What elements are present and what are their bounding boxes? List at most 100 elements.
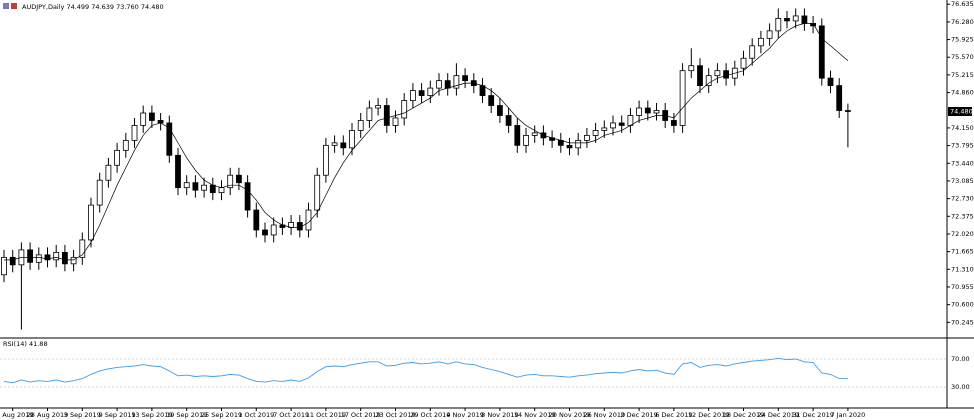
y-tick-label: 70.600 bbox=[951, 301, 974, 309]
candle-body bbox=[740, 57, 747, 69]
candle-body bbox=[227, 174, 234, 189]
y-tick-label: 75.215 bbox=[951, 71, 974, 79]
candle-body bbox=[418, 90, 425, 96]
y-tick-label: 73.795 bbox=[951, 142, 974, 150]
candle-body bbox=[818, 25, 825, 79]
candle-body bbox=[349, 130, 355, 149]
candle-body bbox=[409, 90, 416, 101]
candle-body bbox=[792, 15, 799, 22]
y-tick-label: 72.375 bbox=[951, 212, 974, 220]
candle-body bbox=[27, 249, 34, 263]
candle-body bbox=[505, 115, 512, 126]
x-tick-label: 8 Nov 2019 bbox=[481, 411, 519, 419]
candle-body bbox=[627, 115, 634, 126]
candle-body bbox=[96, 179, 103, 206]
candle-body bbox=[357, 120, 364, 131]
y-tick-label: 72.020 bbox=[951, 230, 974, 238]
candle-body bbox=[705, 75, 712, 87]
candle-body bbox=[444, 80, 451, 89]
candle-body bbox=[322, 144, 329, 176]
candle-body bbox=[331, 142, 338, 146]
candle-body bbox=[235, 174, 242, 184]
candle-body bbox=[35, 254, 42, 263]
x-tick-label: 6 Dec 2019 bbox=[655, 411, 692, 419]
candle-body bbox=[801, 15, 808, 24]
candle-body bbox=[131, 125, 138, 141]
x-tick-label: 11 Oct 2019 bbox=[306, 411, 346, 419]
candle-body bbox=[697, 65, 703, 87]
y-tick-label: 74.860 bbox=[951, 89, 974, 97]
candle-body bbox=[566, 144, 573, 149]
candle-body bbox=[44, 254, 51, 261]
x-tick-label: 22 Aug 2019 bbox=[0, 411, 34, 419]
candle-body bbox=[375, 105, 382, 109]
y-tick-label: 72.730 bbox=[951, 195, 974, 203]
candle-body bbox=[488, 95, 495, 106]
candle-body bbox=[766, 30, 773, 39]
candle-body bbox=[140, 112, 147, 126]
y-tick-label: 70.00 bbox=[951, 355, 970, 363]
x-tick-label: 13 Sep 2019 bbox=[131, 411, 172, 419]
y-tick-label: 30.00 bbox=[951, 383, 970, 391]
y-tick-label: 73.440 bbox=[951, 159, 974, 167]
candle-body bbox=[183, 182, 190, 189]
candle-body bbox=[366, 107, 373, 121]
x-tick-label: 31 Dec 2019 bbox=[792, 411, 834, 419]
candle-body bbox=[244, 182, 251, 211]
candle-body bbox=[636, 107, 642, 116]
candle-body bbox=[723, 70, 729, 79]
x-tick-label: 1 Oct 2019 bbox=[238, 411, 274, 419]
candle-body bbox=[592, 130, 599, 136]
candle-body bbox=[436, 80, 442, 89]
y-tick-label: 76.280 bbox=[951, 18, 974, 26]
x-tick-label: 20 Nov 2019 bbox=[549, 411, 591, 419]
x-tick-label: 7 Oct 2019 bbox=[273, 411, 309, 419]
candle-body bbox=[784, 18, 790, 22]
candle-body bbox=[62, 251, 68, 265]
x-tick-label: 25 Sep 2019 bbox=[201, 411, 242, 419]
candle-body bbox=[401, 100, 408, 119]
candle-body bbox=[192, 182, 199, 191]
moving-average bbox=[4, 23, 849, 261]
x-tick-label: 3 Sep 2019 bbox=[64, 411, 101, 419]
candle-body bbox=[610, 122, 616, 129]
candle-body bbox=[105, 164, 112, 181]
candle-body bbox=[53, 251, 60, 261]
x-tick-label: 17 Oct 2019 bbox=[341, 411, 381, 419]
y-tick-label: 71.310 bbox=[951, 265, 974, 273]
candle-body bbox=[601, 127, 608, 131]
candle-body bbox=[714, 70, 721, 77]
candle-body bbox=[679, 70, 686, 126]
candle-body bbox=[218, 187, 225, 194]
candle-body bbox=[166, 122, 173, 156]
candle-body bbox=[575, 139, 582, 149]
candle-body bbox=[114, 149, 120, 166]
y-tick-label: 70.245 bbox=[951, 318, 974, 326]
candle-body bbox=[749, 45, 756, 59]
candle-body bbox=[157, 120, 164, 124]
y-tick-label: 74.150 bbox=[951, 124, 974, 132]
chart-title: AUDJPY,Daily 74.499 74.639 73.760 74.480 bbox=[22, 3, 164, 11]
candle-body bbox=[496, 105, 503, 116]
x-tick-label: 14 Nov 2019 bbox=[514, 411, 556, 419]
candle-body bbox=[122, 139, 129, 151]
y-tick-label: 76.635 bbox=[951, 0, 974, 8]
x-tick-label: 9 Sep 2019 bbox=[99, 411, 136, 419]
y-tick-label: 70.955 bbox=[951, 283, 974, 291]
x-tick-label: 24 Dec 2019 bbox=[758, 411, 800, 419]
current-price-label: 74.480 bbox=[950, 108, 973, 116]
candle-body bbox=[1, 256, 7, 276]
candle-body bbox=[644, 107, 651, 114]
candle-body bbox=[688, 65, 695, 72]
rsi-title: RSI(14) 41.88 bbox=[3, 340, 48, 348]
candle-body bbox=[314, 174, 321, 211]
candle-body bbox=[70, 256, 77, 265]
symbol-icon bbox=[3, 3, 9, 9]
x-tick-label: 7 Jan 2020 bbox=[830, 411, 865, 419]
y-tick-label: 71.665 bbox=[951, 248, 974, 256]
candle-body bbox=[584, 134, 590, 141]
x-tick-label: 4 Nov 2019 bbox=[446, 411, 484, 419]
candle-body bbox=[427, 87, 434, 96]
candle-body bbox=[845, 110, 851, 112]
